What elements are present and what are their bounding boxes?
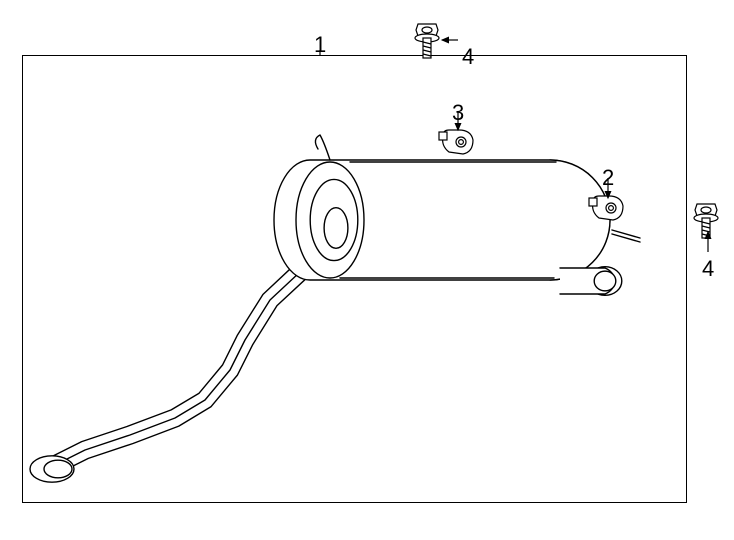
callout-4-right: 4 (702, 258, 714, 280)
insulator-icon (439, 130, 473, 154)
callout-2: 2 (602, 167, 614, 189)
diagram-canvas: 1 4 3 2 4 (0, 0, 734, 540)
callout-3: 3 (452, 102, 464, 124)
insulator-icon (589, 196, 623, 220)
insulators-layer (0, 0, 734, 540)
callout-4-top: 4 (462, 46, 474, 68)
callout-1: 1 (314, 34, 326, 56)
